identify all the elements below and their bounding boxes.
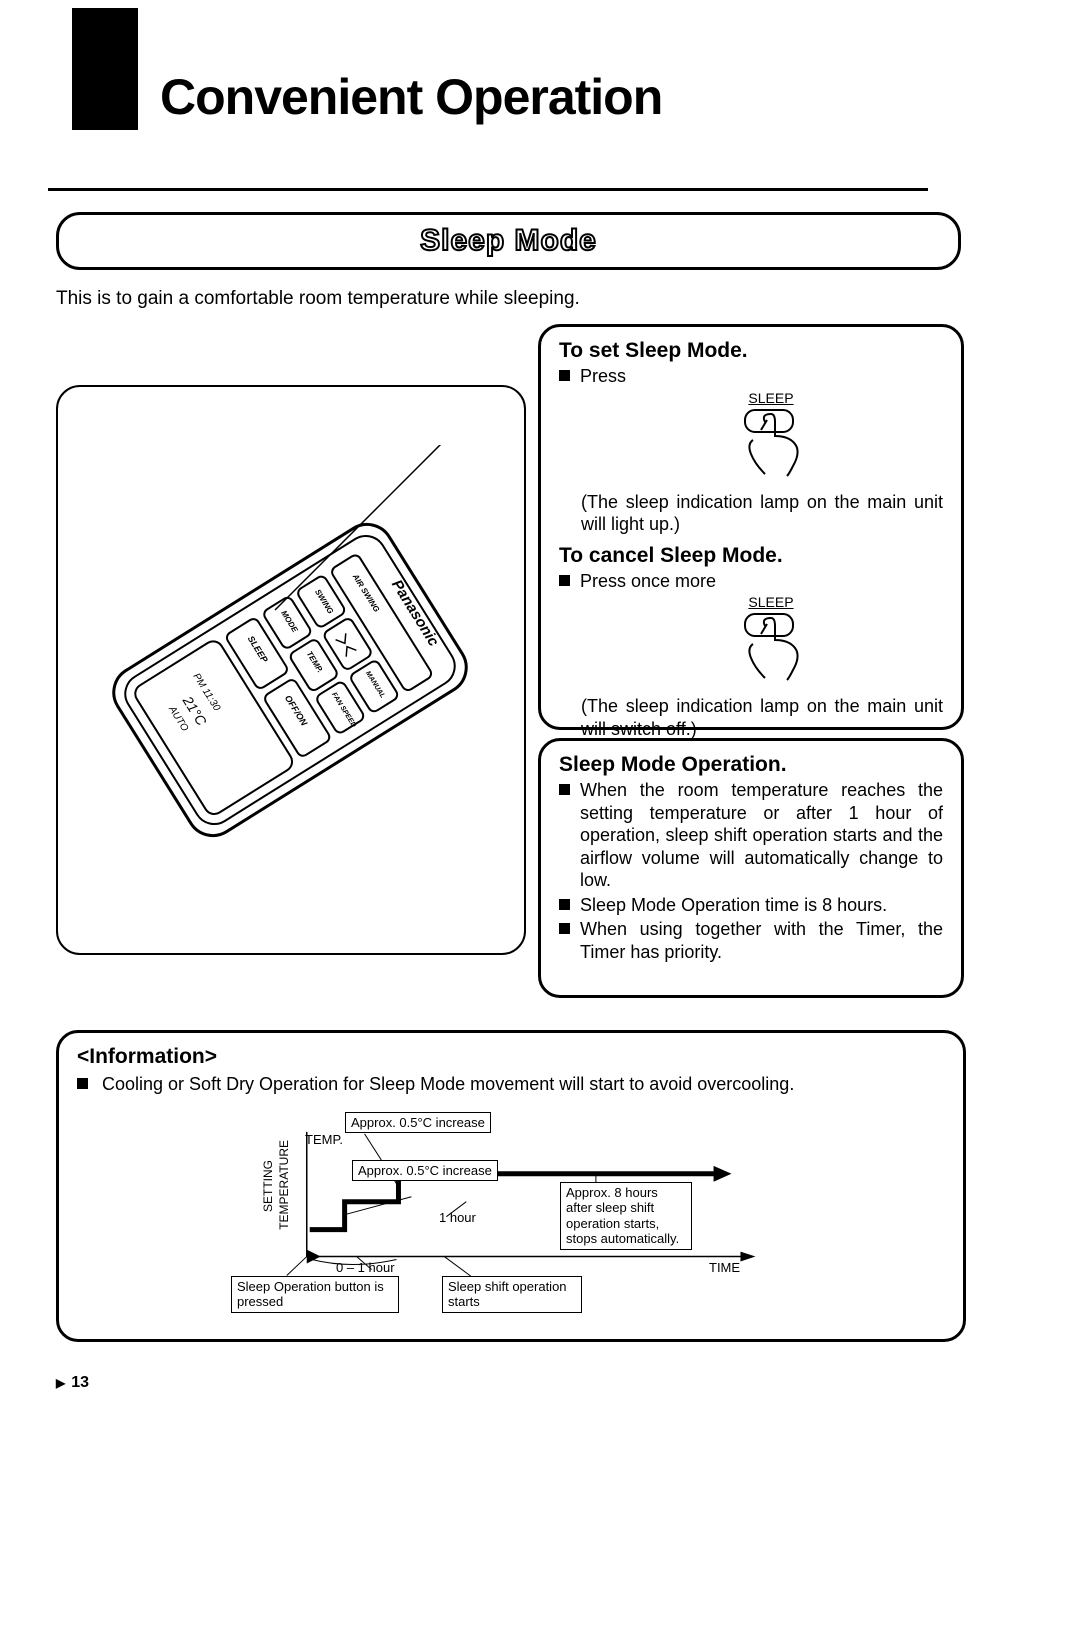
op-text-2: Sleep Mode Operation time is 8 hours. [580, 894, 943, 917]
y-axis-label-2: TEMPERATURE [277, 1140, 291, 1230]
sleep-button-illustration-set: SLEEP [599, 390, 943, 485]
bullet-icon [559, 923, 570, 934]
chart-label-8hours: Approx. 8 hours after sleep shift operat… [560, 1182, 692, 1250]
set-cancel-box: To set Sleep Mode. Press SLEEP (The slee… [538, 324, 964, 730]
information-box: <Information> Cooling or Soft Dry Operat… [56, 1030, 966, 1342]
set-press-row: Press [559, 365, 943, 388]
info-text: Cooling or Soft Dry Operation for Sleep … [102, 1073, 945, 1096]
info-bullet: Cooling or Soft Dry Operation for Sleep … [77, 1073, 945, 1096]
op-text-3: When using together with the Timer, the … [580, 918, 943, 963]
bullet-icon [559, 899, 570, 910]
section-banner: Sleep Mode [56, 212, 961, 270]
chart-label-pressed: Sleep Operation button is pressed [231, 1276, 399, 1313]
intro-text: This is to gain a comfortable room tempe… [56, 288, 580, 310]
y-axis-label-1: SETTING [261, 1160, 275, 1212]
sleep-button-illustration-cancel: SLEEP [599, 594, 943, 689]
operation-box: Sleep Mode Operation. When the room temp… [538, 738, 964, 998]
section-banner-text: Sleep Mode [420, 224, 597, 258]
remote-control-illustration: AUTO 21°C PM 11:30 SLEEP OFF/ON MODE TEM… [80, 445, 500, 915]
bullet-icon [559, 784, 570, 795]
set-heading: To set Sleep Mode. [559, 339, 943, 363]
sleep-mode-chart: SETTING TEMPERATURE TEMP. TIME Approx. 0… [217, 1102, 915, 1312]
hand-press-icon [731, 612, 811, 684]
title-rule [48, 188, 928, 191]
chart-label-mid-increase: Approx. 0.5°C increase [352, 1160, 498, 1182]
op-bullet-1: When the room temperature reaches the se… [559, 779, 943, 892]
bullet-icon [559, 370, 570, 381]
hand-press-icon [731, 408, 811, 480]
page-number: 13 [56, 1374, 89, 1392]
header-black-block [72, 8, 138, 130]
temp-axis-label: TEMP. [305, 1132, 343, 1147]
information-heading: <Information> [77, 1045, 945, 1069]
cancel-heading: To cancel Sleep Mode. [559, 544, 943, 568]
chart-label-shift: Sleep shift operation starts [442, 1276, 582, 1313]
bullet-icon [77, 1078, 88, 1089]
op-text-1: When the room temperature reaches the se… [580, 779, 943, 892]
bullet-icon [559, 575, 570, 586]
sleep-button-label-2: SLEEP [599, 594, 943, 610]
cancel-press-row: Press once more [559, 570, 943, 593]
cancel-press-text: Press once more [580, 570, 943, 593]
cancel-note: (The sleep indication lamp on the main u… [581, 695, 943, 740]
op-bullet-2: Sleep Mode Operation time is 8 hours. [559, 894, 943, 917]
page-title: Convenient Operation [160, 68, 662, 126]
set-note: (The sleep indication lamp on the main u… [581, 491, 943, 536]
sleep-button-label: SLEEP [599, 390, 943, 406]
chart-label-01hour: 0 – 1 hour [336, 1260, 395, 1275]
op-bullet-3: When using together with the Timer, the … [559, 918, 943, 963]
time-axis-label: TIME [709, 1260, 740, 1275]
operation-heading: Sleep Mode Operation. [559, 753, 943, 777]
chart-label-top-increase: Approx. 0.5°C increase [345, 1112, 491, 1134]
chart-label-1hour: 1 hour [439, 1210, 476, 1225]
set-press-text: Press [580, 365, 943, 388]
